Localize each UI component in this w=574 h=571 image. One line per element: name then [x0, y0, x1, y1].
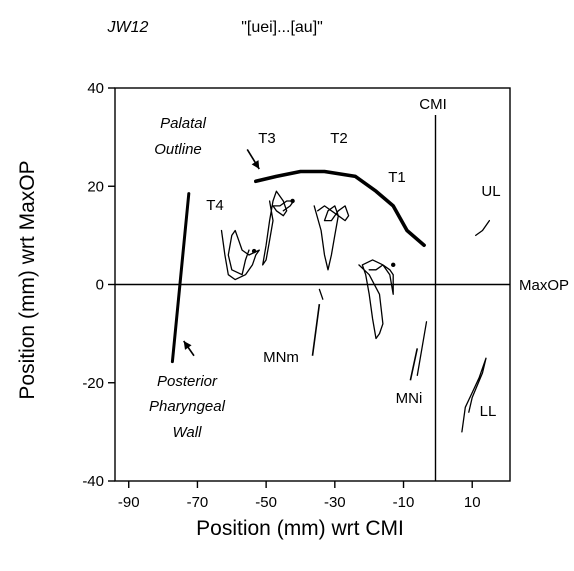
mni-pointer	[409, 348, 419, 381]
palatal-label-line1: Palatal	[160, 115, 207, 132]
y-tick-label: -40	[82, 473, 104, 490]
x-tick-label: -90	[118, 494, 140, 511]
pharyngeal-label-line1: Posterior	[157, 373, 218, 390]
y-axis: 40 20 0 -20 -40	[82, 80, 115, 490]
LL-trace	[461, 357, 487, 433]
MNm-trace	[318, 288, 324, 300]
t2-label: T2	[330, 130, 348, 147]
T1-trace	[358, 259, 394, 340]
y-tick-label: -20	[82, 375, 104, 392]
arrow-group	[183, 148, 419, 381]
y-axis-title: Position (mm) wrt MaxOP	[16, 160, 39, 399]
subject-label: JW12	[107, 19, 149, 36]
t3-label: T3	[258, 130, 276, 147]
t1-label: T1	[388, 169, 406, 186]
t4-label: T4	[206, 197, 224, 214]
x-tick-label: -10	[393, 494, 415, 511]
t1-end-marker	[391, 262, 396, 268]
t3-end-marker	[290, 198, 295, 204]
x-tick-label: 10	[464, 494, 481, 511]
x-tick-label: -50	[255, 494, 277, 511]
maxop-label: MaxOP	[519, 277, 569, 294]
ul-label: UL	[481, 183, 500, 200]
MNi-trace	[416, 321, 428, 377]
mnm-pointer	[311, 304, 321, 356]
pharyngeal-wall-trace	[170, 192, 191, 364]
T2-trace	[313, 205, 350, 271]
UL-trace	[475, 219, 491, 237]
y-tick-label: 20	[87, 178, 104, 195]
pharyngeal-label-line3: Wall	[173, 424, 203, 441]
x-tick-label: -70	[187, 494, 209, 511]
palatal-arrow-head	[251, 160, 260, 170]
T4-trace	[220, 229, 260, 281]
y-tick-label: 0	[96, 277, 104, 294]
palatal-outline-trace	[254, 169, 426, 247]
mni-label: MNi	[396, 390, 423, 407]
pharyngeal-label-line2: Pharyngeal	[149, 398, 226, 415]
y-tick-label: 40	[87, 80, 104, 97]
trace-group	[170, 169, 491, 433]
palatal-label-line2: Outline	[154, 141, 202, 158]
mnm-label: MNm	[263, 349, 299, 366]
x-axis: -90 -70 -50 -30 -10 10	[118, 481, 481, 511]
x-axis-title: Position (mm) wrt CMI	[196, 517, 404, 540]
T3-trace	[262, 190, 295, 266]
x-tick-label: -30	[324, 494, 346, 511]
cmi-label: CMI	[419, 96, 447, 113]
t4-end-marker	[251, 248, 257, 254]
ll-label: LL	[480, 403, 497, 420]
pharyngeal-arrow-head	[183, 340, 192, 350]
utterance-label: "[uei]...[au]"	[241, 19, 323, 36]
